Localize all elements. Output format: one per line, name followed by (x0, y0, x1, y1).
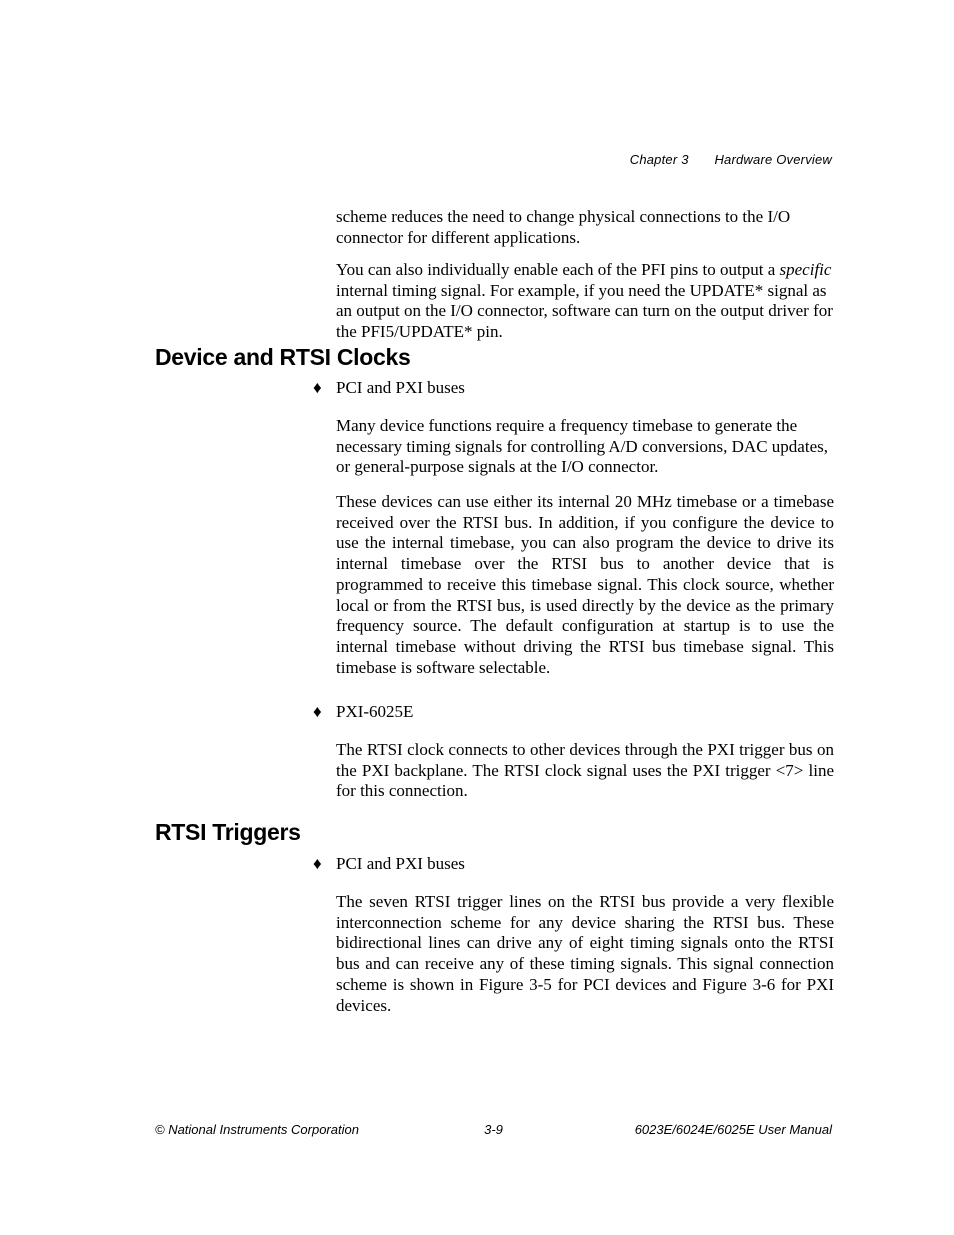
footer-manual-title: 6023E/6024E/6025E User Manual (635, 1122, 832, 1137)
section2-paragraph-1: The seven RTSI trigger lines on the RTSI… (336, 892, 834, 1016)
header-chapter: Chapter 3 (630, 152, 689, 167)
bullet-pxi-6025e: ♦PXI-6025E (313, 702, 833, 722)
bullet-text: PXI-6025E (336, 702, 413, 722)
diamond-bullet-icon: ♦ (313, 378, 336, 398)
diamond-bullet-icon: ♦ (313, 854, 336, 874)
section1-paragraph-1: Many device functions require a frequenc… (336, 416, 834, 478)
section1-paragraph-3: The RTSI clock connects to other devices… (336, 740, 834, 802)
bullet-pci-pxi-buses-1: ♦PCI and PXI buses (313, 378, 833, 398)
intro-p2-part-b: internal timing signal. For example, if … (336, 281, 833, 341)
running-header: Chapter 3 Hardware Overview (630, 152, 832, 167)
header-title: Hardware Overview (714, 152, 832, 167)
section-heading-device-rtsi-clocks: Device and RTSI Clocks (155, 344, 410, 371)
bullet-text: PCI and PXI buses (336, 854, 465, 874)
intro-paragraph-2: You can also individually enable each of… (336, 260, 834, 343)
intro-paragraph-1: scheme reduces the need to change physic… (336, 207, 834, 248)
page: Chapter 3 Hardware Overview scheme reduc… (0, 0, 954, 1235)
diamond-bullet-icon: ♦ (313, 702, 336, 722)
bullet-text: PCI and PXI buses (336, 378, 465, 398)
intro-p2-part-a: You can also individually enable each of… (336, 260, 780, 279)
intro-p2-emphasis: specific (780, 260, 832, 279)
bullet-pci-pxi-buses-2: ♦PCI and PXI buses (313, 854, 833, 874)
section-heading-rtsi-triggers: RTSI Triggers (155, 819, 301, 846)
section1-paragraph-2: These devices can use either its interna… (336, 492, 834, 679)
